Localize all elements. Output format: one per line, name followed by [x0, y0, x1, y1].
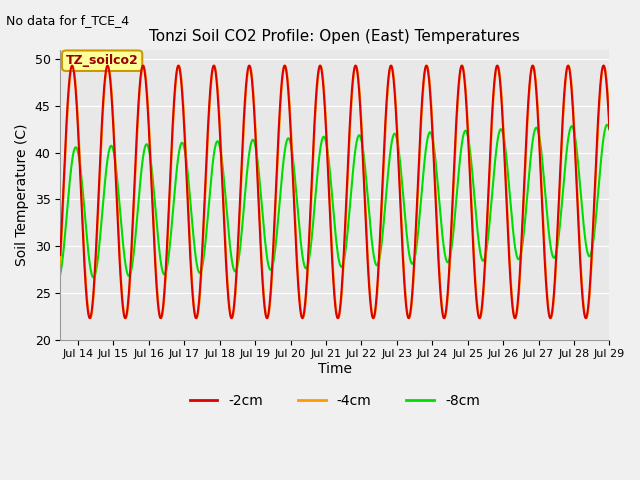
- Text: No data for f_TCE_4: No data for f_TCE_4: [6, 14, 129, 27]
- -8cm: [267, 267, 275, 273]
- Text: TZ_soilco2: TZ_soilco2: [66, 54, 138, 67]
- -4cm: [536, 143, 543, 148]
- -8cm: [291, 174, 299, 180]
- -4cm: [68, 63, 76, 69]
- -4cm: [267, 290, 275, 296]
- -8cm: [536, 135, 543, 141]
- X-axis label: Time: Time: [318, 362, 352, 376]
- -4cm: [405, 315, 413, 321]
- -4cm: [152, 261, 159, 267]
- -4cm: [595, 109, 603, 115]
- -2cm: [104, 63, 111, 69]
- Y-axis label: Soil Temperature (C): Soil Temperature (C): [15, 123, 29, 266]
- -2cm: [582, 315, 589, 321]
- -2cm: [536, 148, 543, 154]
- Title: Tonzi Soil CO2 Profile: Open (East) Temperatures: Tonzi Soil CO2 Profile: Open (East) Temp…: [149, 29, 520, 44]
- -2cm: [267, 284, 275, 289]
- -8cm: [605, 127, 613, 132]
- -4cm: [119, 302, 127, 308]
- -8cm: [56, 271, 64, 277]
- -4cm: [291, 209, 299, 215]
- -8cm: [119, 241, 127, 247]
- -8cm: [595, 182, 603, 188]
- -2cm: [291, 218, 299, 224]
- -2cm: [56, 252, 64, 258]
- -2cm: [152, 269, 159, 275]
- Legend: -2cm, -4cm, -8cm: -2cm, -4cm, -8cm: [184, 389, 486, 414]
- -2cm: [605, 126, 613, 132]
- -8cm: [604, 122, 611, 128]
- Line: -4cm: -4cm: [60, 66, 609, 318]
- -4cm: [56, 261, 64, 266]
- -8cm: [152, 209, 159, 215]
- -2cm: [119, 306, 127, 312]
- -4cm: [605, 118, 613, 123]
- Line: -8cm: -8cm: [60, 125, 609, 277]
- -8cm: [90, 275, 97, 280]
- Line: -2cm: -2cm: [60, 66, 609, 318]
- -2cm: [595, 101, 603, 107]
